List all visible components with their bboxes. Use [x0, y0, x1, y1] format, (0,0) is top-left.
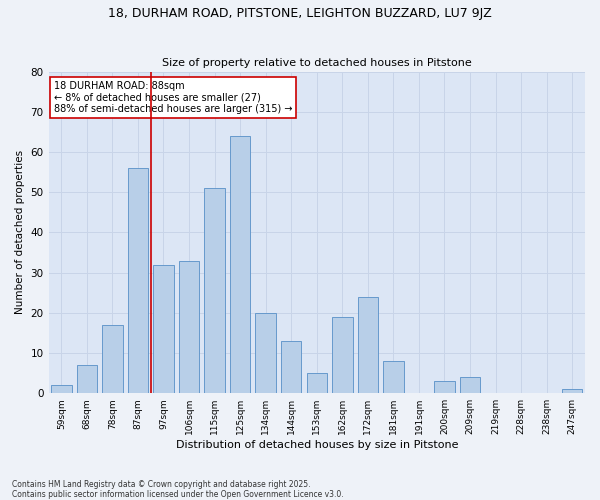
Bar	[383, 361, 404, 393]
Bar	[281, 341, 301, 393]
Bar	[562, 389, 583, 393]
Text: Contains HM Land Registry data © Crown copyright and database right 2025.
Contai: Contains HM Land Registry data © Crown c…	[12, 480, 344, 499]
Bar	[77, 365, 97, 393]
Text: 18 DURHAM ROAD: 88sqm
← 8% of detached houses are smaller (27)
88% of semi-detac: 18 DURHAM ROAD: 88sqm ← 8% of detached h…	[54, 81, 292, 114]
Bar	[358, 296, 378, 393]
Y-axis label: Number of detached properties: Number of detached properties	[15, 150, 25, 314]
X-axis label: Distribution of detached houses by size in Pitstone: Distribution of detached houses by size …	[176, 440, 458, 450]
Bar	[230, 136, 250, 393]
Bar	[128, 168, 148, 393]
Bar	[102, 325, 122, 393]
Bar	[307, 373, 327, 393]
Bar	[179, 260, 199, 393]
Text: 18, DURHAM ROAD, PITSTONE, LEIGHTON BUZZARD, LU7 9JZ: 18, DURHAM ROAD, PITSTONE, LEIGHTON BUZZ…	[108, 8, 492, 20]
Bar	[256, 313, 276, 393]
Bar	[460, 377, 480, 393]
Title: Size of property relative to detached houses in Pitstone: Size of property relative to detached ho…	[162, 58, 472, 68]
Bar	[434, 381, 455, 393]
Bar	[153, 264, 174, 393]
Bar	[205, 188, 225, 393]
Bar	[51, 385, 71, 393]
Bar	[332, 317, 353, 393]
